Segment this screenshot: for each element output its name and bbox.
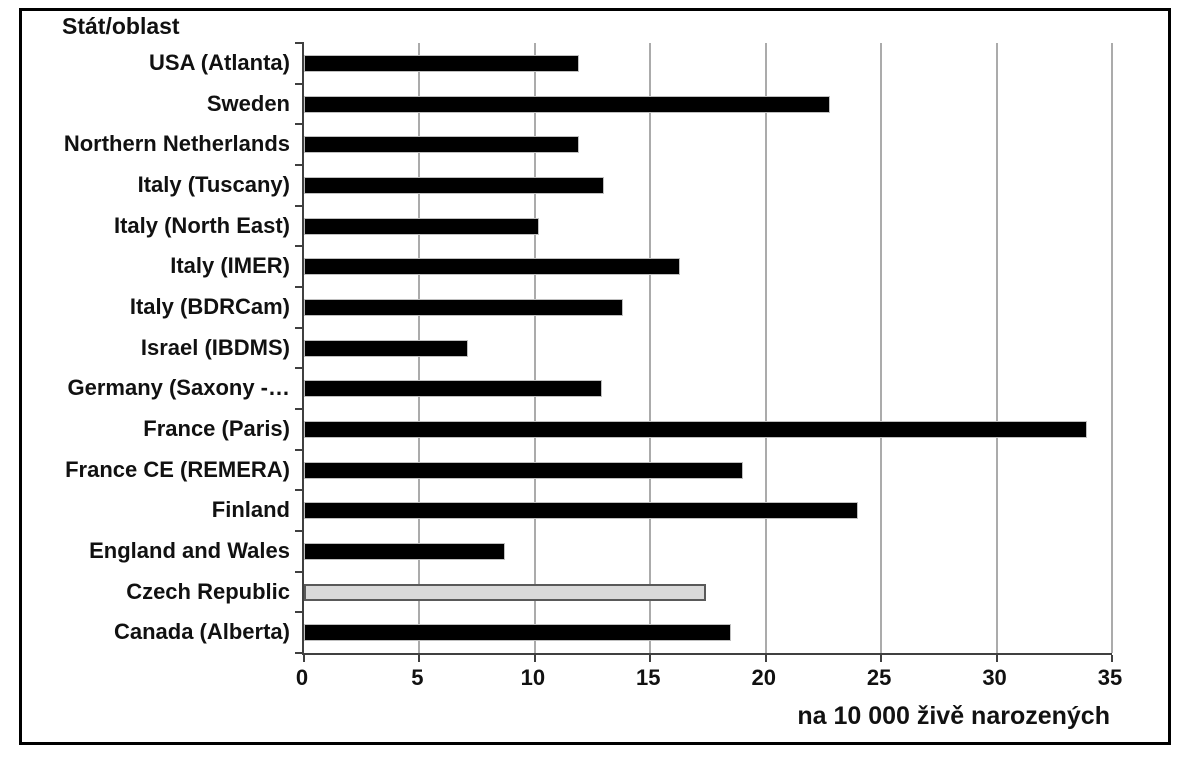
x-tick-label-20: 20 <box>751 665 776 690</box>
gridline-15 <box>649 43 652 653</box>
x-tick-mark-30 <box>995 655 998 662</box>
x-tick-mark-5 <box>418 655 421 662</box>
bar-england-and-wales <box>304 542 505 560</box>
category-label-czech-republic: Czech Republic <box>126 578 290 604</box>
x-tick-label-35: 35 <box>1097 665 1123 690</box>
category-label-france-paris: France (Paris) <box>143 416 290 441</box>
category-tick-mark <box>295 204 304 207</box>
category-label-france-ce-remera: France CE (REMERA) <box>65 456 290 482</box>
category-tick-mark <box>295 286 304 288</box>
bar-germany-saxony <box>304 380 602 398</box>
bar-israel-ibdms <box>304 339 468 357</box>
category-tick-mark <box>295 82 304 85</box>
category-tick-mark <box>295 489 304 492</box>
x-tick-mark-10 <box>533 655 536 662</box>
x-tick-label-10: 10 <box>520 665 546 690</box>
bar-italy-north-east <box>304 217 540 235</box>
plot-area <box>295 42 1113 662</box>
category-label-usa-atlanta: USA (Atlanta) <box>149 50 290 75</box>
category-axis-labels: USA (Atlanta) Sweden Northern Netherlands I… <box>28 43 290 653</box>
x-tick-mark-0 <box>303 655 305 662</box>
category-label-england-and-wales: England and Wales <box>89 538 290 563</box>
x-tick-mark-15 <box>649 655 652 662</box>
category-tick-mark <box>295 530 304 532</box>
gridline-20 <box>764 43 767 653</box>
bar-finland <box>304 502 859 520</box>
bar-france-paris <box>304 420 1087 438</box>
category-tick-mark <box>295 652 304 654</box>
bar-northern-netherlands <box>304 136 579 154</box>
category-label-italy-tuscany: Italy (Tuscany) <box>137 172 290 197</box>
category-label-finland: Finland <box>211 497 290 523</box>
category-label-italy-bdrcam: Italy (BDRCam) <box>129 294 290 319</box>
bar-italy-tuscany <box>304 176 605 194</box>
category-tick-mark <box>295 611 304 614</box>
category-label-canada-alberta: Canada (Alberta) <box>113 619 290 645</box>
gridline-25 <box>880 43 883 653</box>
gridline-10 <box>533 43 536 653</box>
category-label-germany-saxony: Germany (Saxony -… <box>67 375 290 401</box>
x-tick-label-5: 5 <box>411 665 424 690</box>
x-axis-title: na 10 000 živě narozených <box>797 702 1110 730</box>
category-tick-mark <box>295 367 304 370</box>
category-tick-mark <box>295 448 304 451</box>
x-tick-label-0: 0 <box>295 665 309 690</box>
x-tick-mark-35 <box>1111 655 1113 662</box>
category-tick-mark <box>295 408 304 410</box>
x-tick-mark-25 <box>880 655 883 662</box>
x-tick-label-15: 15 <box>636 665 661 690</box>
bar-usa-atlanta <box>304 54 579 72</box>
category-label-italy-imer: Italy (IMER) <box>170 253 290 279</box>
x-tick-label-30: 30 <box>982 665 1007 690</box>
bar-italy-bdrcam <box>304 298 623 316</box>
gridline-30 <box>995 43 998 653</box>
category-tick-mark <box>295 123 304 126</box>
category-label-italy-north-east: Italy (North East) <box>113 212 290 238</box>
bar-france-ce-remera <box>304 461 743 479</box>
x-tick-mark-20 <box>764 655 767 662</box>
x-tick-label-25: 25 <box>866 665 892 690</box>
category-label-sweden: Sweden <box>206 90 290 116</box>
category-tick-mark <box>295 164 304 166</box>
chart-title: Stát/oblast <box>62 13 180 39</box>
category-tick-mark <box>295 326 304 329</box>
bar-czech-republic <box>304 583 706 601</box>
category-tick-mark <box>295 570 304 573</box>
category-label-northern-netherlands: Northern Netherlands <box>63 131 290 157</box>
figure-border <box>19 8 1171 745</box>
value-axis-labels: 0 5 10 15 20 25 30 35 <box>296 665 1122 693</box>
bar-italy-imer <box>304 258 681 276</box>
bar-sweden <box>304 95 831 113</box>
gridline-35 <box>1111 43 1113 653</box>
category-tick-mark <box>295 245 304 248</box>
bar-canada-alberta <box>304 624 732 642</box>
category-tick-mark <box>295 42 304 44</box>
category-label-israel-ibdms: Israel (IBDMS) <box>140 334 290 360</box>
